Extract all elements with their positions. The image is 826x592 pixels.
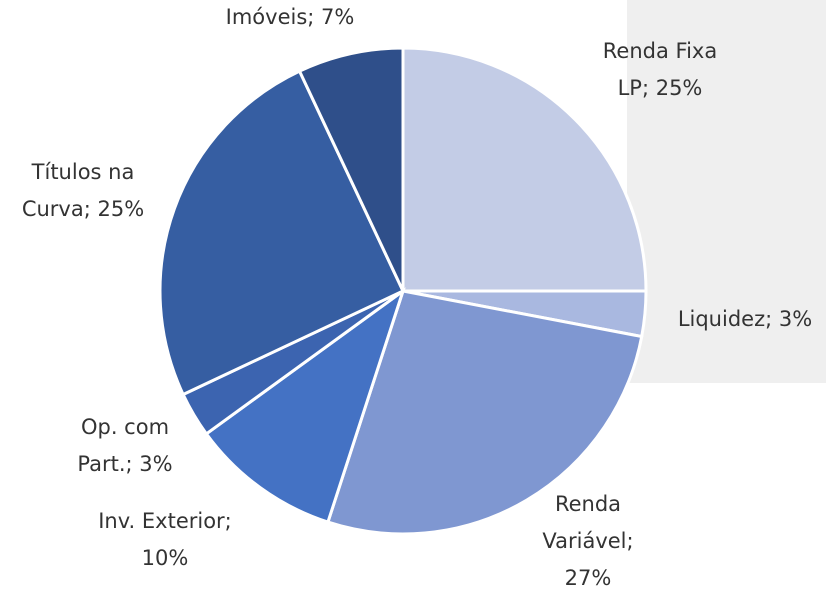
background-panel [627,0,826,383]
slice-label: LP; 25% [618,76,703,100]
slice-label: Variável; [542,529,633,553]
slice-label: Inv. Exterior; [98,509,232,533]
pie-slice [158,69,405,397]
slice-label: Títulos na [31,160,135,184]
pie-slice [297,46,405,292]
slice-label: 10% [142,546,189,570]
pie-slice [326,289,644,536]
slice-label: 27% [565,566,612,590]
slice-label: Renda Fixa [603,39,717,63]
pie-slice [401,46,648,293]
slice-label: Liquidez; 3% [678,307,812,331]
slice-label: Op. com [81,415,169,439]
slice-label: Part.; 3% [77,452,172,476]
slice-label: Renda [555,492,621,516]
slice-label: Imóveis; 7% [226,5,355,29]
pie-slice [204,287,406,524]
slice-label: Curva; 25% [22,197,144,221]
